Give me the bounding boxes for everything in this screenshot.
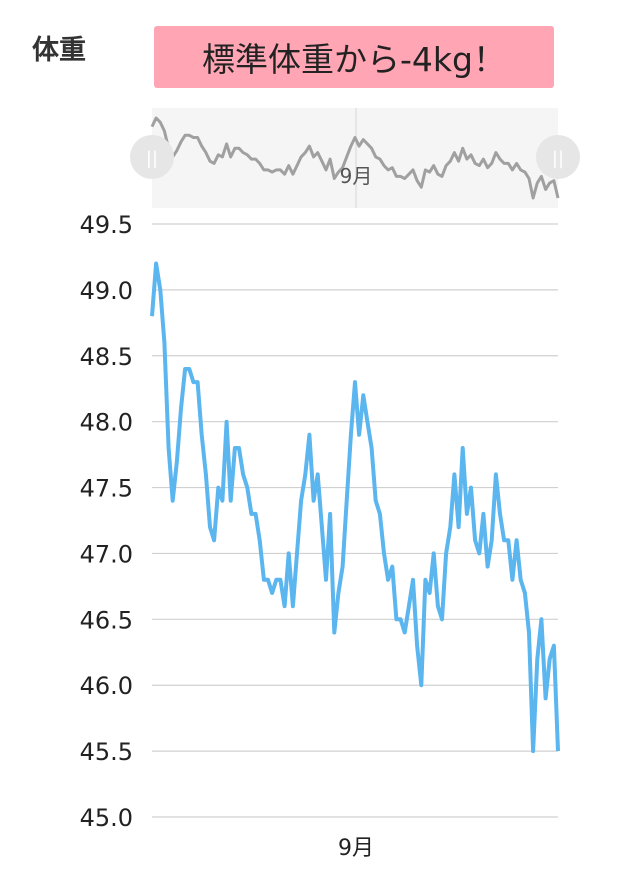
y-tick-label: 45.5 xyxy=(80,738,133,766)
y-tick-label: 49.5 xyxy=(80,211,133,239)
y-tick-label: 46.0 xyxy=(80,672,133,700)
navigator-month-label: 9月 xyxy=(340,164,373,188)
navigator-series xyxy=(150,116,560,200)
y-tick-label: 48.0 xyxy=(80,409,133,437)
navigator-right-handle[interactable]: || xyxy=(536,135,580,179)
goal-banner: 標準体重から-4kg！ xyxy=(154,26,554,88)
navigator-panel[interactable] xyxy=(152,108,558,208)
y-tick-label: 47.5 xyxy=(80,475,133,503)
y-tick-label: 47.0 xyxy=(80,540,133,568)
weight-series-line xyxy=(150,261,560,754)
main-series xyxy=(150,261,560,754)
y-tick-label: 49.0 xyxy=(80,277,133,305)
x-axis-month-label: 9月 xyxy=(338,836,374,861)
y-tick-label: 48.5 xyxy=(80,343,133,371)
page-title: 体重 xyxy=(32,35,86,66)
y-axis-ticks: 49.5 49.0 48.5 48.0 47.5 47.0 46.5 46.0 45.5 45.0 xyxy=(80,211,133,832)
navigator-left-handle[interactable]: || xyxy=(130,135,174,179)
left-handle-glyph: || xyxy=(146,148,158,169)
navigator-series-line xyxy=(150,116,560,200)
y-tick-label: 46.5 xyxy=(80,606,133,634)
y-tick-label: 45.0 xyxy=(80,804,133,832)
right-handle-glyph: || xyxy=(552,148,564,169)
grid-lines xyxy=(152,223,558,818)
